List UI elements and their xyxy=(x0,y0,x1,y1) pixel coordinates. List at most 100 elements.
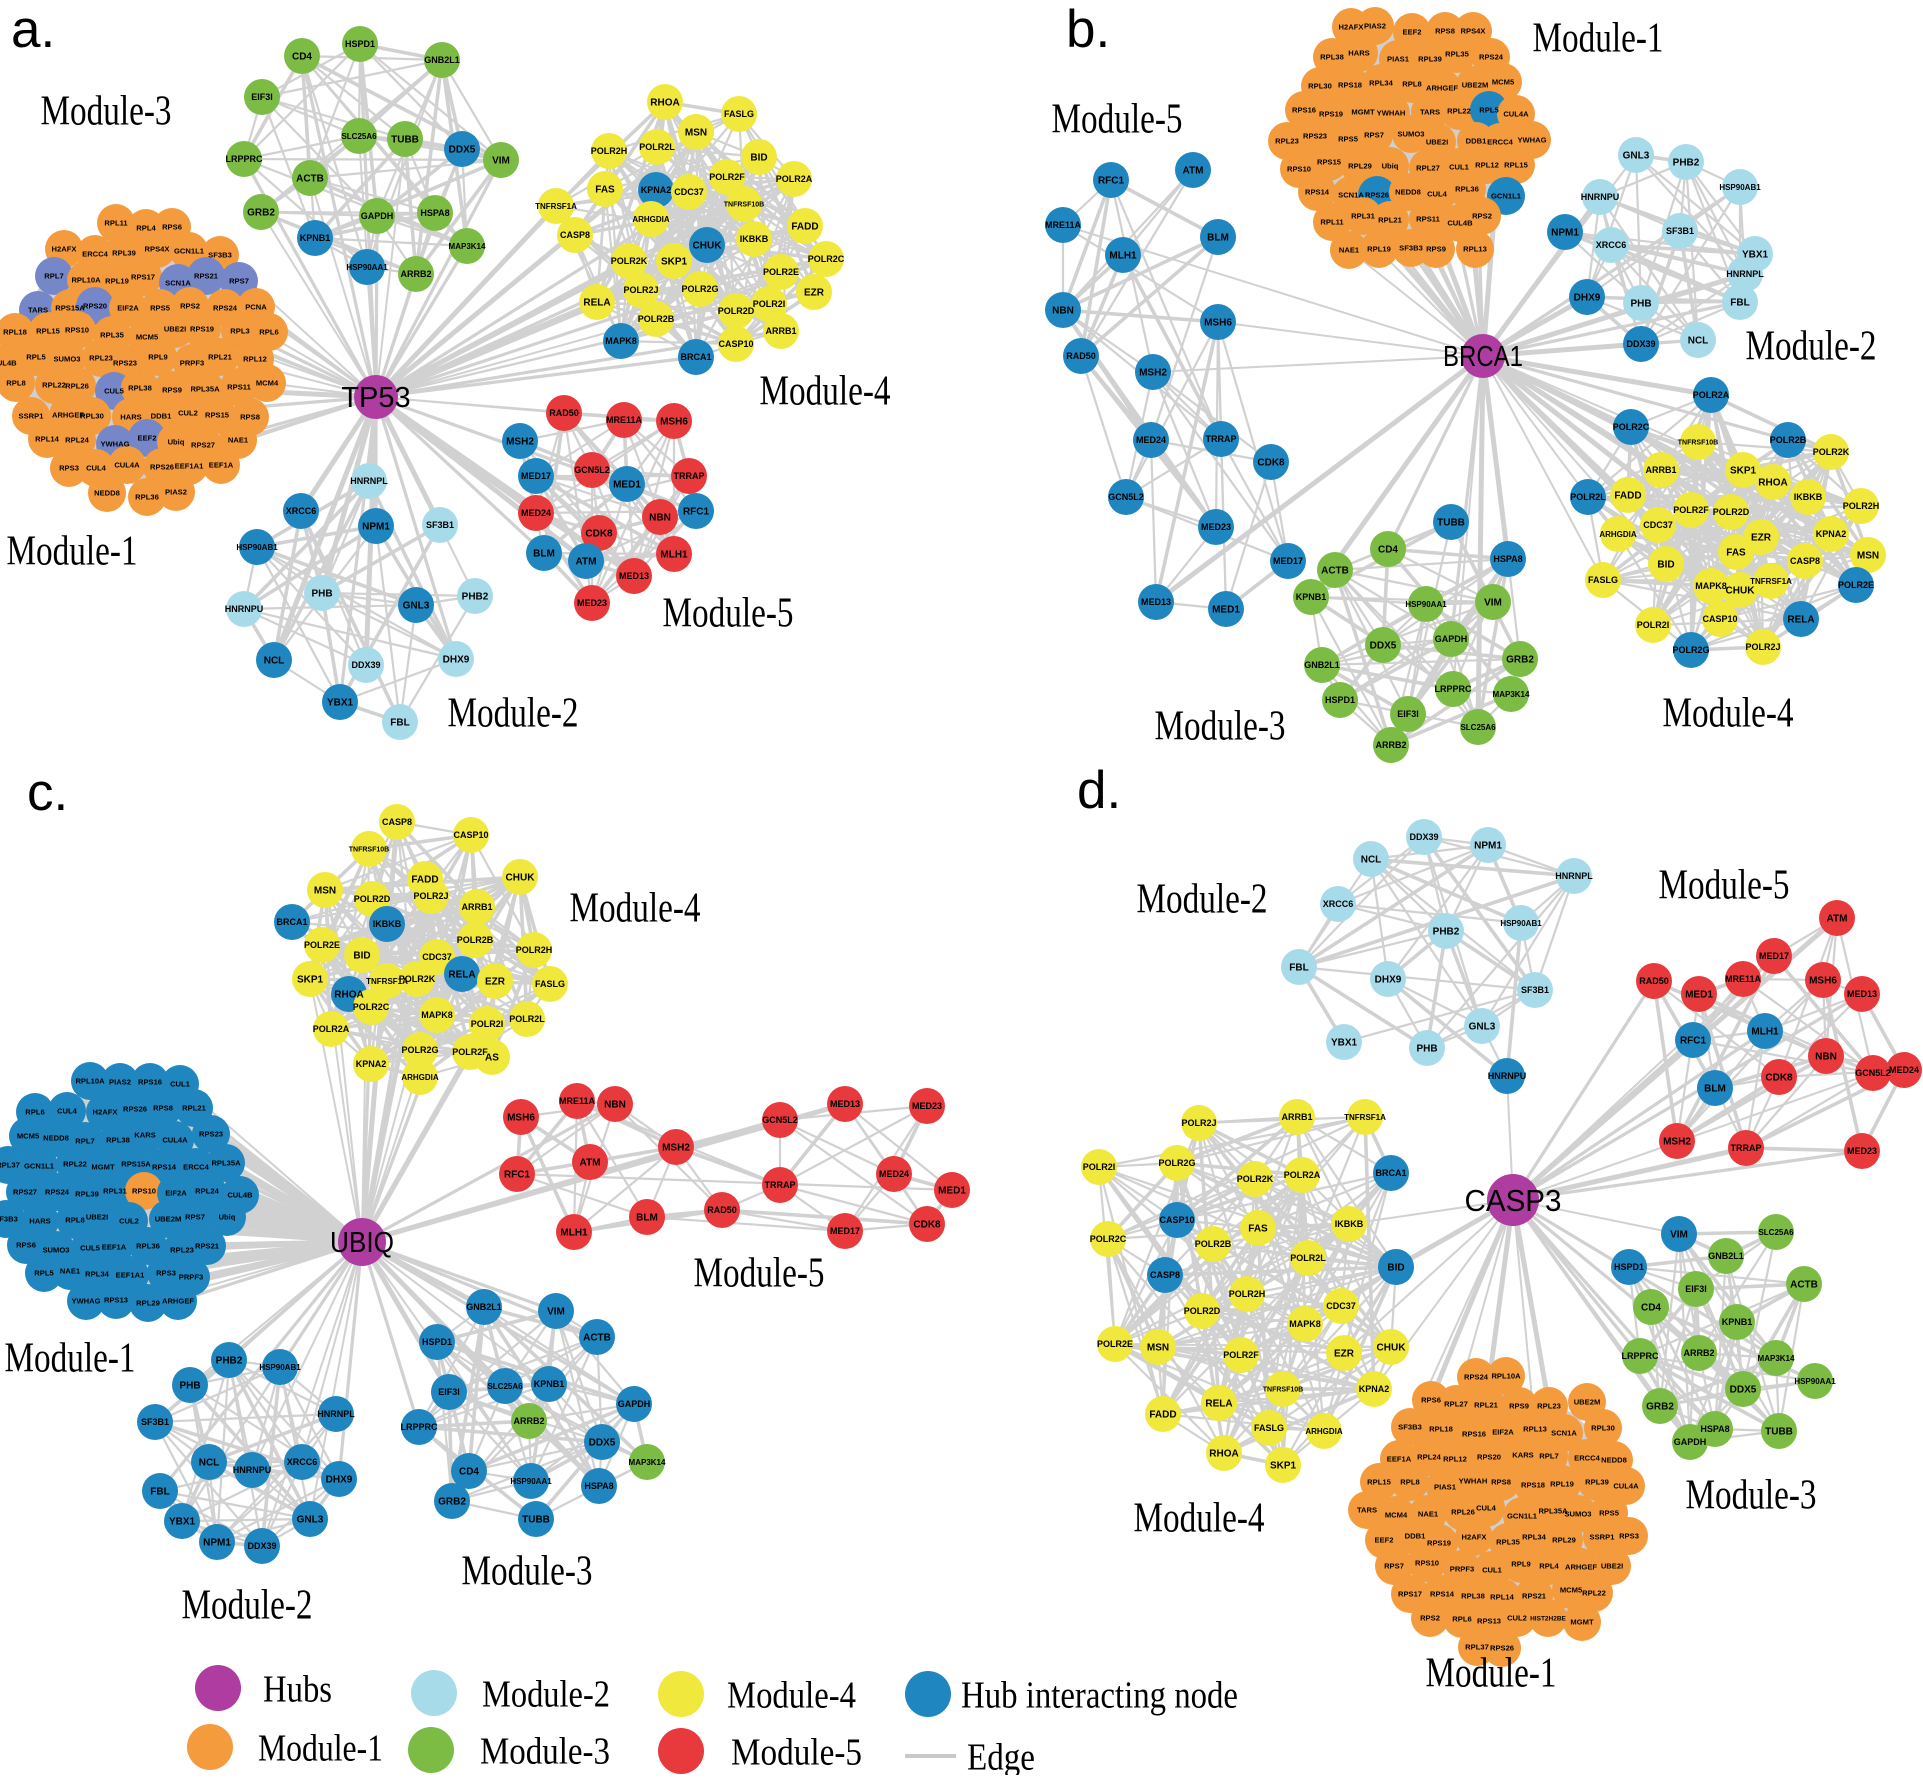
svg-text:UBE2I: UBE2I xyxy=(86,1213,108,1222)
svg-text:TUBB: TUBB xyxy=(522,1515,550,1526)
svg-text:KPNB1: KPNB1 xyxy=(1296,592,1327,602)
svg-text:Module-1: Module-1 xyxy=(1426,1651,1557,1697)
svg-text:FBL: FBL xyxy=(150,1487,169,1498)
svg-text:HNRNPL: HNRNPL xyxy=(350,476,388,486)
svg-text:RPL15: RPL15 xyxy=(1504,161,1528,170)
svg-text:POLR2I: POLR2I xyxy=(1637,620,1670,630)
svg-text:SF3B3: SF3B3 xyxy=(0,1215,18,1224)
svg-text:XRCC6: XRCC6 xyxy=(1323,899,1354,909)
svg-text:RPS3: RPS3 xyxy=(59,464,79,473)
svg-text:RPS10: RPS10 xyxy=(65,326,89,335)
svg-text:RPS7: RPS7 xyxy=(1384,1562,1404,1571)
svg-text:HSP90AA1: HSP90AA1 xyxy=(1794,1377,1836,1386)
svg-text:TUBB: TUBB xyxy=(1437,518,1465,529)
svg-text:NEDD8: NEDD8 xyxy=(1601,1456,1627,1465)
svg-text:GAPDH: GAPDH xyxy=(1435,634,1468,644)
svg-text:NPM1: NPM1 xyxy=(203,1538,231,1549)
svg-text:HSP90AA1: HSP90AA1 xyxy=(1405,600,1447,609)
svg-text:Module-4: Module-4 xyxy=(570,886,701,932)
svg-text:RPS7: RPS7 xyxy=(229,277,249,286)
svg-text:MRE11A: MRE11A xyxy=(559,1096,596,1106)
svg-text:RPS21: RPS21 xyxy=(195,1242,220,1251)
svg-text:Module-3: Module-3 xyxy=(480,1730,610,1772)
svg-text:MSN: MSN xyxy=(1147,1343,1169,1354)
svg-text:RPL39: RPL39 xyxy=(75,1190,99,1199)
svg-text:RPL6: RPL6 xyxy=(25,1108,44,1117)
svg-text:EEF1A1: EEF1A1 xyxy=(175,462,204,471)
svg-text:Module-2: Module-2 xyxy=(1746,324,1877,370)
svg-text:YWHAG: YWHAG xyxy=(1517,136,1546,145)
svg-text:XRCC6: XRCC6 xyxy=(286,506,317,516)
svg-text:POLR2F: POLR2F xyxy=(452,1047,488,1057)
svg-text:SF3B1: SF3B1 xyxy=(1666,226,1694,236)
svg-text:EEF1A: EEF1A xyxy=(209,461,234,470)
svg-text:POLR2D: POLR2D xyxy=(718,306,755,316)
svg-text:FASLG: FASLG xyxy=(1588,575,1618,585)
svg-text:SUMO3: SUMO3 xyxy=(1397,130,1424,139)
svg-text:MED1: MED1 xyxy=(613,480,641,491)
svg-text:DDX39: DDX39 xyxy=(247,1541,276,1551)
svg-text:POLR2E: POLR2E xyxy=(1097,1339,1133,1349)
svg-text:RPS5: RPS5 xyxy=(1599,1509,1620,1518)
svg-text:TRRAP: TRRAP xyxy=(765,1180,796,1190)
svg-text:MAP3K14: MAP3K14 xyxy=(629,1458,666,1467)
svg-text:PRPF3: PRPF3 xyxy=(1450,1565,1474,1574)
svg-text:POLR2E: POLR2E xyxy=(1838,580,1874,590)
svg-text:POLR2H: POLR2H xyxy=(1229,1289,1266,1299)
svg-text:GRB2: GRB2 xyxy=(1506,655,1534,666)
svg-text:POLR2I: POLR2I xyxy=(1083,1162,1116,1172)
svg-text:MSN: MSN xyxy=(1857,551,1879,562)
svg-text:EEF2: EEF2 xyxy=(1375,1536,1394,1545)
svg-text:RPL22: RPL22 xyxy=(1582,1589,1606,1598)
svg-text:RPL4: RPL4 xyxy=(1539,1562,1559,1571)
svg-text:Module-2: Module-2 xyxy=(1137,877,1268,923)
svg-text:RPS5: RPS5 xyxy=(150,304,171,313)
svg-text:MED13: MED13 xyxy=(1141,597,1171,607)
svg-text:BID: BID xyxy=(750,153,767,164)
svg-text:Module-2: Module-2 xyxy=(448,691,579,737)
svg-text:RPL12: RPL12 xyxy=(243,355,267,364)
svg-text:MED24: MED24 xyxy=(521,508,551,518)
svg-text:CD4: CD4 xyxy=(1378,545,1398,556)
svg-text:YBX1: YBX1 xyxy=(327,698,354,709)
svg-text:DDX39: DDX39 xyxy=(1626,339,1655,349)
svg-text:POLR2F: POLR2F xyxy=(1673,505,1709,515)
svg-text:SCN1A: SCN1A xyxy=(165,279,191,288)
svg-text:RFC1: RFC1 xyxy=(504,1170,531,1181)
svg-text:RPL37: RPL37 xyxy=(1465,1643,1489,1652)
svg-text:GNL3: GNL3 xyxy=(1469,1022,1496,1033)
svg-text:RPL37: RPL37 xyxy=(0,1161,20,1170)
svg-text:ERCC4: ERCC4 xyxy=(1487,138,1514,147)
svg-text:POLR2G: POLR2G xyxy=(1672,645,1709,655)
svg-text:RPS10: RPS10 xyxy=(132,1187,156,1196)
svg-text:CUL4B: CUL4B xyxy=(227,1191,253,1200)
svg-text:RPL22: RPL22 xyxy=(42,381,66,390)
svg-text:HNRNPU: HNRNPU xyxy=(233,1465,272,1475)
svg-text:CASP8: CASP8 xyxy=(1150,1270,1180,1280)
svg-text:NEDD8: NEDD8 xyxy=(1395,188,1421,197)
svg-text:Module-1: Module-1 xyxy=(258,1727,383,1769)
svg-text:HSPA8: HSPA8 xyxy=(1700,1424,1729,1434)
svg-text:EEF2: EEF2 xyxy=(1403,28,1422,37)
svg-text:MSH6: MSH6 xyxy=(507,1113,535,1124)
svg-text:POLR2L: POLR2L xyxy=(639,142,675,152)
svg-text:EEF2: EEF2 xyxy=(138,434,157,443)
svg-text:CHUK: CHUK xyxy=(693,241,723,252)
svg-text:TNFRSF10B: TNFRSF10B xyxy=(1678,439,1718,446)
svg-text:RPL4: RPL4 xyxy=(136,224,156,233)
svg-text:MAP3K14: MAP3K14 xyxy=(1493,690,1530,699)
svg-text:POLR2B: POLR2B xyxy=(638,314,675,324)
svg-text:RAD50: RAD50 xyxy=(707,1205,737,1215)
svg-text:ARRB1: ARRB1 xyxy=(1281,1112,1312,1122)
svg-text:RPL31: RPL31 xyxy=(1351,212,1375,221)
svg-text:GCN1L1: GCN1L1 xyxy=(174,247,205,256)
svg-text:KPNB1: KPNB1 xyxy=(300,233,331,243)
svg-text:CUL4A: CUL4A xyxy=(114,461,140,470)
svg-text:RPL15: RPL15 xyxy=(1367,1478,1391,1487)
svg-text:PHB: PHB xyxy=(1416,1044,1437,1055)
svg-text:CDC37: CDC37 xyxy=(1643,520,1673,530)
svg-text:RHOA: RHOA xyxy=(1209,1449,1238,1460)
svg-text:HNRNPL: HNRNPL xyxy=(1726,269,1764,279)
svg-text:MRE11A: MRE11A xyxy=(1045,220,1082,230)
svg-text:RHOA: RHOA xyxy=(1758,478,1787,489)
